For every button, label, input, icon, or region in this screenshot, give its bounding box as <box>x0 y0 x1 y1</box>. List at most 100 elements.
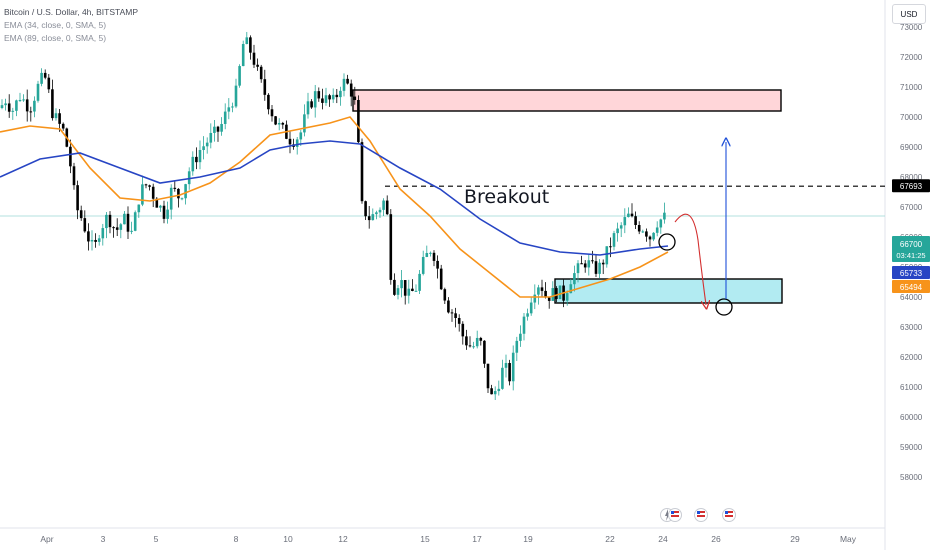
candle-body <box>4 103 7 106</box>
candle-body <box>220 123 223 132</box>
candle-body <box>342 78 346 91</box>
time-tick-label: 8 <box>234 534 239 544</box>
candle-body <box>483 340 486 364</box>
candle-body <box>169 187 173 210</box>
candle-body <box>569 284 573 294</box>
time-tick-label: 17 <box>472 534 482 544</box>
time-tick-label: 26 <box>711 534 721 544</box>
candle-body <box>144 184 148 186</box>
price-tick-label: 67000 <box>900 203 923 212</box>
candle-body <box>540 287 544 291</box>
candle-body <box>151 186 155 199</box>
price-tick-label: 63000 <box>900 323 923 332</box>
candle-body <box>191 156 195 172</box>
candle-body <box>324 95 328 103</box>
candle-body <box>137 204 141 213</box>
candle-body <box>623 217 627 226</box>
candle-body <box>371 214 375 221</box>
candle-body <box>40 72 43 84</box>
candle-body <box>627 213 630 218</box>
candle-body <box>47 77 51 90</box>
candle-body <box>173 187 177 189</box>
price-circle-marker <box>658 233 676 251</box>
price-tick-label: 70000 <box>900 113 923 122</box>
candle-body <box>465 336 468 346</box>
time-tick-label: 22 <box>605 534 615 544</box>
candle-body <box>241 43 245 67</box>
candle-body <box>0 105 4 108</box>
candle-body <box>162 205 166 219</box>
candle-body <box>249 37 252 53</box>
ema34-price-label: 65494 <box>900 283 923 292</box>
candle-body <box>497 388 501 392</box>
breakout-price-label: 67693 <box>900 182 923 191</box>
candle-body <box>429 252 432 254</box>
candle-body <box>504 363 508 368</box>
candle-body <box>450 312 454 314</box>
down-arrow <box>674 213 706 305</box>
price-tick-label: 69000 <box>900 143 923 152</box>
legend-ema34[interactable]: EMA (34, close, 0, SMA, 5) <box>4 20 107 30</box>
candle-body <box>616 228 619 234</box>
demand-zone <box>554 278 783 304</box>
time-tick-label: 5 <box>154 534 159 544</box>
candle-body <box>7 103 11 112</box>
candle-body <box>202 146 205 151</box>
candle-body <box>594 261 598 274</box>
candle-body <box>33 100 36 112</box>
candle-body <box>655 227 659 233</box>
candle-body <box>432 252 436 261</box>
candle-body <box>436 260 439 269</box>
candle-body <box>267 94 270 110</box>
candle-body <box>148 185 151 187</box>
ema89-price-label: 65733 <box>900 269 923 278</box>
candle-body <box>295 139 299 147</box>
candle-body <box>529 302 533 314</box>
flag-canton-icon <box>725 511 728 514</box>
candle-body <box>508 363 511 382</box>
candle-body <box>353 96 357 100</box>
candle-body <box>15 100 18 111</box>
candle-body <box>195 156 198 163</box>
candle-body <box>108 214 112 228</box>
candle-body <box>130 230 133 232</box>
candle-body <box>335 94 339 98</box>
candle-body <box>339 90 342 98</box>
candle-body <box>443 289 447 301</box>
flag-stripe-icon <box>697 515 705 517</box>
chart-legend: Bitcoin / U.S. Dollar, 4h, BITSTAMP EMA … <box>4 6 138 45</box>
candle-body <box>515 340 519 353</box>
candle-body <box>403 280 407 296</box>
breakout-price-label-bg <box>892 179 930 193</box>
candle-body <box>558 285 562 300</box>
candle-body <box>396 288 400 295</box>
time-tick-label: 3 <box>101 534 106 544</box>
candle-body <box>537 287 540 295</box>
candle-body <box>115 227 119 230</box>
ema34-price-label-bg <box>892 280 930 293</box>
candle-body <box>22 99 25 101</box>
candle-body <box>331 94 335 100</box>
currency-button[interactable]: USD <box>892 4 926 24</box>
candle-body <box>511 352 515 382</box>
candle-body <box>411 288 414 291</box>
candle-body <box>317 91 321 99</box>
candle-body <box>634 216 637 226</box>
candle-body <box>209 132 213 143</box>
flag-canton-icon <box>697 511 700 514</box>
price-tick-label: 58000 <box>900 473 923 482</box>
flag-stripe-icon <box>671 511 679 513</box>
time-tick-label: 10 <box>283 534 293 544</box>
candle-body <box>468 345 472 347</box>
legend-symbol[interactable]: Bitcoin / U.S. Dollar, 4h, BITSTAMP <box>4 7 138 17</box>
candle-body <box>418 273 421 291</box>
flag-stripe-icon <box>725 515 733 517</box>
candle-body <box>591 260 594 262</box>
candle-body <box>659 219 663 228</box>
legend-ema89[interactable]: EMA (89, close, 0, SMA, 5) <box>4 33 107 43</box>
candle-body <box>234 85 238 107</box>
candle-body <box>58 113 61 124</box>
candle-body <box>87 231 90 242</box>
candle-body <box>288 138 292 145</box>
